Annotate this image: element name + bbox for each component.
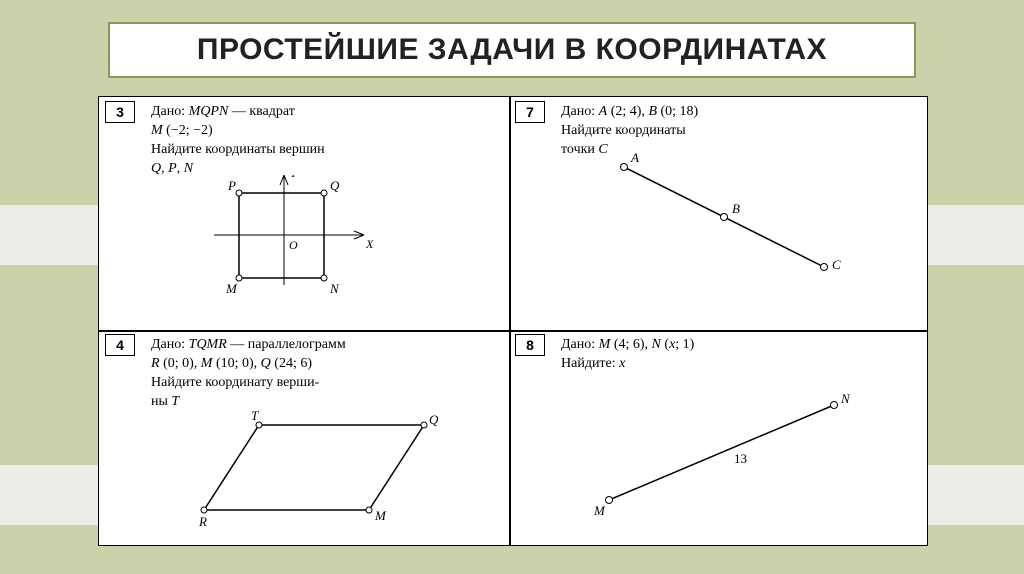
problem-cell-3: 3 Дано: MQPN — квадрат M (−2; −2) Найдит… <box>99 97 509 330</box>
problem-number: 3 <box>105 101 135 123</box>
problem-text: Дано: TQMR — параллелограмм R (0; 0), M … <box>151 336 499 412</box>
problem-number: 7 <box>515 101 545 123</box>
svg-text:Q: Q <box>330 178 340 193</box>
svg-text:P: P <box>227 178 236 193</box>
svg-text:Q: Q <box>429 412 439 427</box>
svg-text:A: A <box>630 150 639 165</box>
svg-text:B: B <box>732 201 740 216</box>
problem-grid: 3 Дано: MQPN — квадрат M (−2; −2) Найдит… <box>98 96 928 546</box>
diagram-segment-mn: M N 13 <box>579 385 879 535</box>
diagram-segment-abc: A B C <box>589 147 869 307</box>
problem-number: 8 <box>515 334 545 356</box>
problem-number: 4 <box>105 334 135 356</box>
svg-text:X: X <box>365 237 374 251</box>
problem-cell-7: 7 Дано: A (2; 4), B (0; 18) Найдите коор… <box>509 97 929 330</box>
svg-text:O: O <box>289 238 298 252</box>
problem-text: Дано: MQPN — квадрат M (−2; −2) Найдите … <box>151 103 499 179</box>
svg-text:C: C <box>832 257 841 272</box>
svg-text:R: R <box>199 514 207 529</box>
problem-cell-8: 8 Дано: M (4; 6), N (x; 1) Найдите: x M … <box>509 330 929 547</box>
svg-text:T: T <box>251 410 259 423</box>
svg-text:M: M <box>374 508 387 523</box>
diagram-parallelogram: T Q R M <box>199 410 459 540</box>
svg-text:13: 13 <box>734 451 747 466</box>
svg-text:Y: Y <box>290 175 298 180</box>
svg-text:M: M <box>593 503 606 518</box>
problem-cell-4: 4 Дано: TQMR — параллелограмм R (0; 0), … <box>99 330 509 547</box>
page-title: ПРОСТЕЙШИЕ ЗАДАЧИ В КООРДИНАТАХ <box>108 22 916 78</box>
svg-text:M: M <box>225 281 238 296</box>
svg-text:N: N <box>329 281 340 296</box>
diagram-square: P Q M N Y X O <box>214 175 414 325</box>
svg-text:N: N <box>840 391 851 406</box>
problem-text: Дано: M (4; 6), N (x; 1) Найдите: x <box>561 336 919 374</box>
